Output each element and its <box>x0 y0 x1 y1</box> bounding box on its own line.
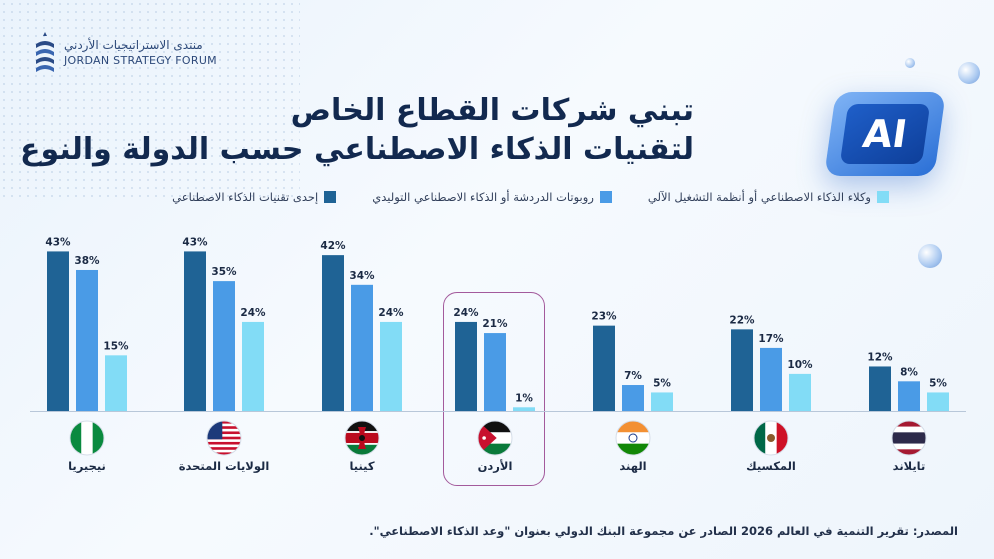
decor-orb-top <box>958 62 980 84</box>
category-label-2: الولايات المتحدة <box>179 459 270 474</box>
category-label-1: نيجيريا <box>68 459 106 473</box>
legend-swatch-1 <box>324 191 337 203</box>
bar-1-series-3 <box>105 355 127 411</box>
bar-3-series-2 <box>351 284 373 411</box>
bar-label-4-series-1: 24% <box>453 307 479 319</box>
chart-legend: إحدى تقنيات الذكاء الاصطناعي روبوتات الد… <box>172 190 889 204</box>
legend-item-2: روبوتات الدردشة أو الذكاء الاصطناعي التو… <box>372 190 612 204</box>
logo-english-text: JORDAN STRATEGY FORUM <box>64 54 217 67</box>
bar-label-4-series-3: 1% <box>515 392 533 404</box>
legend-swatch-3 <box>877 191 889 203</box>
bar-label-6-series-1: 22% <box>729 314 755 326</box>
jordan-flag-icon <box>477 420 513 456</box>
bar-6-series-2 <box>760 347 782 411</box>
bar-5-series-1 <box>593 325 615 411</box>
bar-label-4-series-2: 21% <box>482 318 508 330</box>
bar-label-3-series-2: 34% <box>349 270 375 282</box>
decor-orb-small <box>905 58 915 68</box>
india-flag-icon <box>615 420 651 456</box>
legend-label-1: إحدى تقنيات الذكاء الاصطناعي <box>172 190 319 204</box>
thailand-flag-icon <box>891 420 927 456</box>
jsf-logo: منتدى الاستراتيجيات الأردني JORDAN STRAT… <box>30 30 230 80</box>
decor-orb-bottom <box>918 244 942 268</box>
bar-1-series-2 <box>76 269 98 411</box>
kenya-flag-icon <box>344 420 380 456</box>
category-label-7: تايلاند <box>893 459 926 473</box>
bar-label-7-series-2: 8% <box>900 366 918 378</box>
nigeria-flag-icon <box>69 420 105 456</box>
bar-label-3-series-3: 24% <box>378 307 404 319</box>
background-dots <box>0 0 300 200</box>
legend-label-3: وكلاء الذكاء الاصطناعي أو أنظمة التشغيل … <box>647 190 871 204</box>
bar-label-2-series-2: 35% <box>211 266 237 278</box>
source-note: المصدر: تقرير التنمية في العالم 2026 الص… <box>369 524 958 538</box>
jordan-highlight-frame <box>443 292 545 486</box>
bar-label-6-series-3: 10% <box>787 359 813 371</box>
title-line-2: لتقنيات الذكاء الاصطناعي حسب الدولة والن… <box>20 132 694 167</box>
bar-4-series-1 <box>455 321 477 411</box>
bar-5-series-3 <box>651 392 673 411</box>
bar-4-series-2 <box>484 333 506 411</box>
category-label-5: الهند <box>619 459 646 473</box>
bar-label-2-series-3: 24% <box>240 307 266 319</box>
usa-flag-icon <box>206 420 242 456</box>
category-label-3: كينيا <box>349 459 374 473</box>
bar-label-2-series-1: 43% <box>182 236 208 248</box>
bar-label-6-series-2: 17% <box>758 333 784 345</box>
bar-label-7-series-3: 5% <box>929 377 947 389</box>
jsf-logo-icon <box>36 32 54 72</box>
mexico-flag-icon <box>753 420 789 456</box>
title-line-1: تبني شركات القطاع الخاص <box>290 93 694 128</box>
bar-label-5-series-3: 5% <box>653 377 671 389</box>
bar-2-series-1 <box>184 251 206 411</box>
bar-2-series-3 <box>242 321 264 411</box>
category-label-4: الأردن <box>478 459 513 473</box>
bar-label-3-series-1: 42% <box>320 240 346 252</box>
legend-item-1: إحدى تقنيات الذكاء الاصطناعي <box>172 190 337 204</box>
legend-label-2: روبوتات الدردشة أو الذكاء الاصطناعي التو… <box>372 190 594 204</box>
bar-label-1-series-3: 15% <box>103 340 129 352</box>
legend-item-3: وكلاء الذكاء الاصطناعي أو أنظمة التشغيل … <box>648 190 889 204</box>
bar-label-5-series-2: 7% <box>624 370 642 382</box>
bar-1-series-1 <box>47 251 69 411</box>
logo-arabic-text: منتدى الاستراتيجيات الأردني <box>64 38 203 52</box>
legend-swatch-2 <box>599 191 612 203</box>
bar-label-5-series-1: 23% <box>591 311 617 323</box>
bar-label-1-series-1: 43% <box>45 236 71 248</box>
bar-7-series-3 <box>927 392 949 411</box>
bar-label-1-series-2: 38% <box>74 255 100 267</box>
bar-5-series-2 <box>622 385 644 411</box>
page-title: تبني شركات القطاع الخاص لتقنيات الذكاء ا… <box>20 92 694 170</box>
bar-3-series-1 <box>322 255 344 411</box>
bar-7-series-2 <box>898 381 920 411</box>
bar-2-series-2 <box>213 281 235 411</box>
bar-4-series-3 <box>513 407 535 411</box>
category-label-6: المكسيك <box>746 459 796 473</box>
bar-6-series-1 <box>731 329 753 411</box>
bar-7-series-1 <box>869 366 891 411</box>
bar-6-series-3 <box>789 373 811 411</box>
bar-3-series-3 <box>380 321 402 411</box>
bar-label-7-series-1: 12% <box>867 351 893 363</box>
